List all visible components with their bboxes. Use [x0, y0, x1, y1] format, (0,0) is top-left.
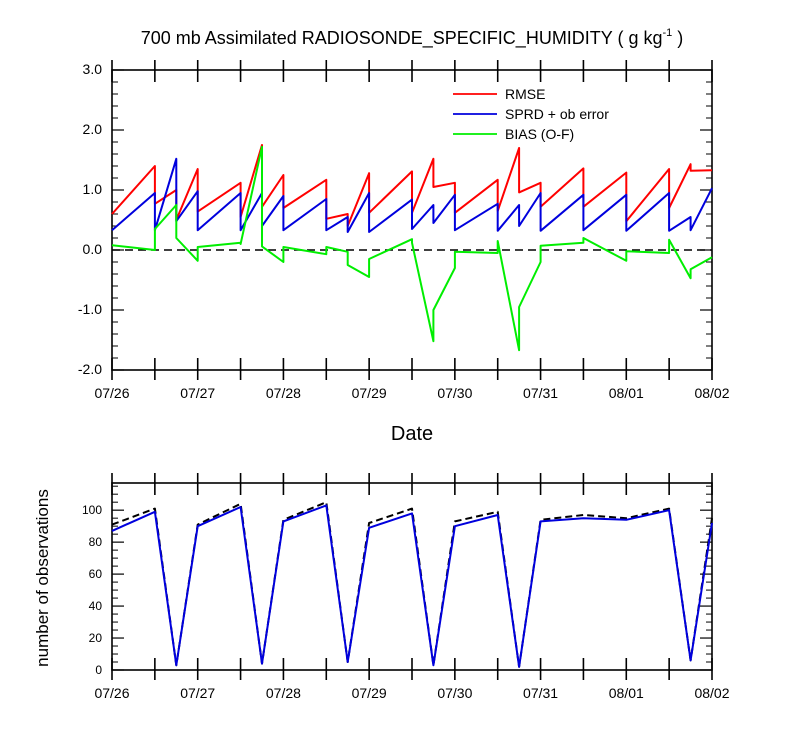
y-tick-label: 1.0	[83, 181, 103, 197]
x-tick-label: 07/28	[266, 385, 301, 401]
chart-title-superscript: -1	[663, 27, 673, 39]
y-tick-label: 60	[89, 567, 103, 581]
x-tick-label: 08/02	[694, 385, 729, 401]
y-tick-label: 2.0	[83, 121, 103, 137]
y-tick-label: 0.0	[83, 241, 103, 257]
chart-title: 700 mb Assimilated RADIOSONDE_SPECIFIC_H…	[141, 27, 684, 49]
series-line-obs-total	[111, 501, 713, 668]
legend-label: BIAS (O-F)	[505, 126, 574, 142]
legend-label: RMSE	[505, 86, 545, 102]
y-tick-label: 40	[89, 599, 103, 613]
chart-title-main: 700 mb Assimilated RADIOSONDE_SPECIFIC_H…	[141, 28, 663, 49]
plot-frame	[111, 482, 713, 671]
y-tick-label: 80	[89, 535, 103, 549]
x-tick-label: 07/27	[180, 685, 215, 701]
top-x-axis-label: Date	[391, 423, 433, 445]
x-tick-label: 07/29	[352, 385, 387, 401]
bottom-plot: 0 20 40 60 80 100 07/26 07/27 07/28 07/29 07/30 07/…	[82, 473, 730, 701]
series-line-sprd-ob-error	[111, 157, 713, 233]
y-tick-label: -2.0	[78, 361, 102, 377]
series-line-obs-used	[111, 504, 713, 668]
y-tick-label: 20	[89, 631, 103, 645]
x-tick-label: 07/29	[352, 685, 387, 701]
top-plot: -2.0 -1.0 0.0 1.0 2.0 3.0 07/26 07/27 07/28 07/29…	[78, 60, 730, 401]
y-tick-label: 0	[95, 663, 102, 677]
x-tick-label: 07/27	[180, 385, 215, 401]
series-line-rmse	[111, 144, 713, 227]
x-tick-label: 08/02	[694, 685, 729, 701]
x-tick-label: 08/01	[609, 685, 644, 701]
x-tick-label: 08/01	[609, 385, 644, 401]
series-line-bias-o-f	[111, 145, 713, 352]
x-tick-label: 07/26	[94, 685, 129, 701]
y-tick-label: 3.0	[83, 61, 103, 77]
x-tick-label: 07/28	[266, 685, 301, 701]
legend-label: SPRD + ob error	[505, 106, 609, 122]
x-tick-label: 07/30	[437, 385, 472, 401]
x-tick-label: 07/26	[94, 385, 129, 401]
x-tick-label: 07/31	[523, 685, 558, 701]
x-tick-label: 07/30	[437, 685, 472, 701]
x-tick-label: 07/31	[523, 385, 558, 401]
y-tick-label: -1.0	[78, 301, 102, 317]
y-tick-label: 100	[82, 503, 102, 517]
bottom-y-axis-label: number of observations	[33, 489, 52, 667]
chart-title-suffix: )	[672, 28, 683, 48]
